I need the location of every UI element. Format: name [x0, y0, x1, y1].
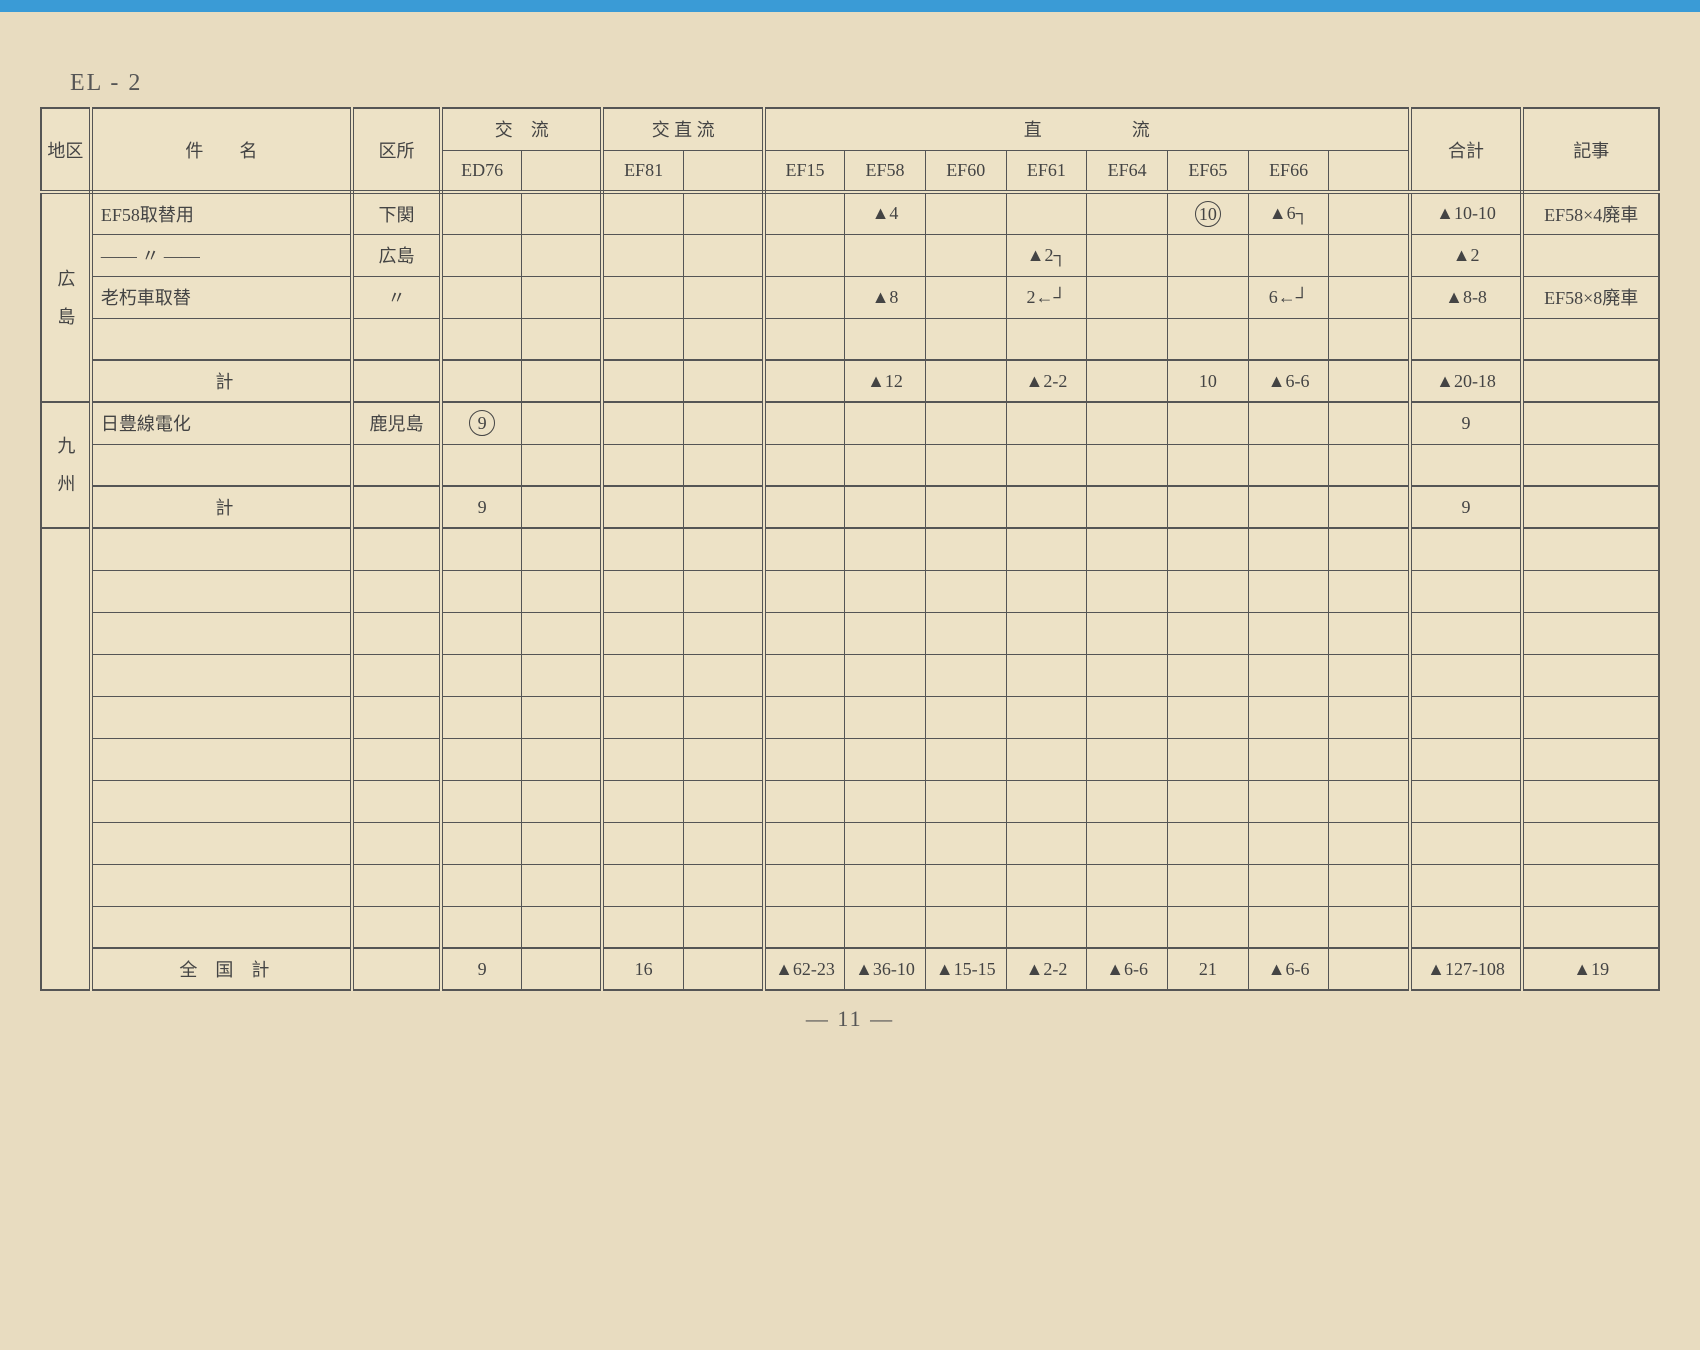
cell-notes: ▲19: [1522, 948, 1659, 990]
row-place: 〃: [352, 276, 441, 318]
row-name: 計: [91, 360, 352, 402]
page-number: — 11 —: [40, 1006, 1660, 1032]
table-row: [41, 864, 1659, 906]
hdr-region: 地区: [41, 108, 91, 192]
cell-ef81: 16: [602, 948, 683, 990]
table-row: [41, 780, 1659, 822]
cell-total: 9: [1410, 486, 1523, 528]
cell-ef65: 21: [1168, 948, 1249, 990]
hdr-acdc: 交 直 流: [602, 108, 763, 150]
cell-ef66: ▲6-6: [1248, 360, 1329, 402]
table-row: 広島 EF58取替用 下関 ▲4 10 ▲6┐ ▲10-10 EF58×4廃車: [41, 192, 1659, 234]
hdr-notes: 記事: [1522, 108, 1659, 192]
cell-total: ▲20-18: [1410, 360, 1523, 402]
cell-ef58: ▲36-10: [845, 948, 926, 990]
cell-total: ▲127-108: [1410, 948, 1523, 990]
region-kyushu: 九州: [41, 402, 91, 528]
hdr-ef58: EF58: [845, 150, 926, 192]
table-row: 九州 日豊線電化 鹿児島 9 9: [41, 402, 1659, 444]
hdr-dc: 直 流: [764, 108, 1410, 150]
hdr-ac: 交 流: [441, 108, 602, 150]
hdr-place: 区所: [352, 108, 441, 192]
table-row: [41, 696, 1659, 738]
table-row: [41, 738, 1659, 780]
grand-total-row: 全 国 計 9 16 ▲62-23 ▲36-10 ▲15-15 ▲2-2 ▲6-…: [41, 948, 1659, 990]
cell-total: ▲2: [1410, 234, 1523, 276]
subtotal-row: 計 9 9: [41, 486, 1659, 528]
hdr-ef81: EF81: [602, 150, 683, 192]
cell-notes: EF58×4廃車: [1522, 192, 1659, 234]
cell-ef66: 6←┘: [1248, 276, 1329, 318]
cell-ef61: ▲2┐: [1006, 234, 1087, 276]
hdr-ef65: EF65: [1168, 150, 1249, 192]
row-name: 老朽車取替: [91, 276, 352, 318]
row-name: EF58取替用: [91, 192, 352, 234]
hdr-ef60: EF60: [925, 150, 1006, 192]
cell-ef61: ▲2-2: [1006, 948, 1087, 990]
table-row: [41, 654, 1659, 696]
hdr-ef64: EF64: [1087, 150, 1168, 192]
table-row: 老朽車取替 〃 ▲8 2←┘ 6←┘ ▲8-8 EF58×8廃車: [41, 276, 1659, 318]
cell-ed76: 9: [441, 402, 522, 444]
cell-total: 9: [1410, 402, 1523, 444]
cell-ef58: ▲8: [845, 276, 926, 318]
region-hiroshima: 広島: [41, 192, 91, 402]
cell-ef58: ▲4: [845, 192, 926, 234]
document-id: EL - 2: [70, 70, 1660, 97]
cell-total: ▲8-8: [1410, 276, 1523, 318]
table-row: [41, 444, 1659, 486]
cell-ef58: ▲12: [845, 360, 926, 402]
allocation-table: 地区 件 名 区所 交 流 交 直 流 直 流 合計 記事 ED76 EF81 …: [40, 107, 1660, 991]
hdr-ef61: EF61: [1006, 150, 1087, 192]
cell-ef66: ▲6-6: [1248, 948, 1329, 990]
cell-notes: EF58×8廃車: [1522, 276, 1659, 318]
subtotal-row: 計 ▲12 ▲2-2 10 ▲6-6 ▲20-18: [41, 360, 1659, 402]
table-row: [41, 318, 1659, 360]
table-row: [41, 570, 1659, 612]
cell-total: ▲10-10: [1410, 192, 1523, 234]
row-place: 広島: [352, 234, 441, 276]
cell-ef66: ▲6┐: [1248, 192, 1329, 234]
row-name: ―― 〃 ――: [91, 234, 352, 276]
cell-ed76: 9: [441, 948, 522, 990]
table-row: [41, 612, 1659, 654]
row-place: 鹿児島: [352, 402, 441, 444]
cell-ef65: 10: [1168, 192, 1249, 234]
cell-ef64: ▲6-6: [1087, 948, 1168, 990]
table-row: [41, 906, 1659, 948]
hdr-total: 合計: [1410, 108, 1523, 192]
hdr-ed76: ED76: [441, 150, 522, 192]
hdr-ef66: EF66: [1248, 150, 1329, 192]
table-row: ―― 〃 ―― 広島 ▲2┐ ▲2: [41, 234, 1659, 276]
cell-ed76: 9: [441, 486, 522, 528]
row-name: 全 国 計: [91, 948, 352, 990]
cell-ef61: 2←┘: [1006, 276, 1087, 318]
row-name: 日豊線電化: [91, 402, 352, 444]
header-row-1: 地区 件 名 区所 交 流 交 直 流 直 流 合計 記事: [41, 108, 1659, 150]
cell-ef15: ▲62-23: [764, 948, 845, 990]
table-row: [41, 528, 1659, 570]
cell-ef65: 10: [1168, 360, 1249, 402]
cell-ef61: ▲2-2: [1006, 360, 1087, 402]
hdr-ef15: EF15: [764, 150, 845, 192]
row-place: 下関: [352, 192, 441, 234]
hdr-name: 件 名: [91, 108, 352, 192]
table-row: [41, 822, 1659, 864]
row-name: 計: [91, 486, 352, 528]
cell-ef60: ▲15-15: [925, 948, 1006, 990]
